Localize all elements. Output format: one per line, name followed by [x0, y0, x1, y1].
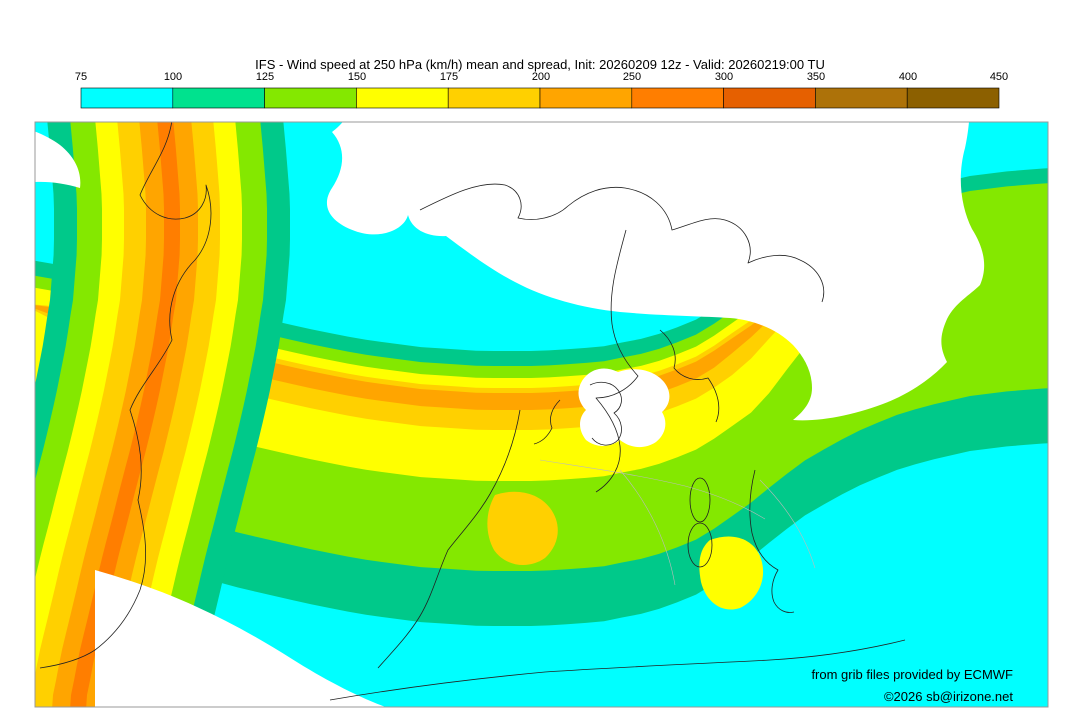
- svg-text:from grib files provided by EC: from grib files provided by ECMWF: [811, 667, 1013, 682]
- svg-text:©2026 sb@irizone.net: ©2026 sb@irizone.net: [884, 689, 1013, 704]
